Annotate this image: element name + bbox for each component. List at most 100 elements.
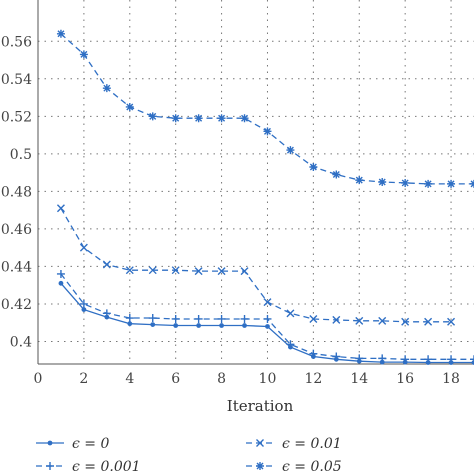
data-point-dot xyxy=(173,323,179,328)
x-tick-label: 18 xyxy=(442,371,460,387)
legend-label: ϵ = 0 xyxy=(72,436,109,452)
data-point-x xyxy=(148,266,157,275)
data-point-plus xyxy=(56,269,65,278)
data-point-dot xyxy=(127,321,133,327)
data-point-plus xyxy=(171,314,180,323)
x-tick-label: 16 xyxy=(396,371,414,387)
data-point-x xyxy=(256,439,264,447)
data-point-x xyxy=(401,317,410,326)
y-tick-label: 0.48 xyxy=(1,184,32,200)
data-point-x xyxy=(424,317,433,326)
legend-label: ϵ = 0.001 xyxy=(72,459,141,474)
y-tick-label: 0.4 xyxy=(10,334,32,350)
legend-item: ϵ = 0 xyxy=(36,436,109,452)
legend-label: ϵ = 0.01 xyxy=(282,436,342,452)
x-tick-label: 10 xyxy=(259,371,277,387)
x-tick-label: 2 xyxy=(79,371,88,387)
data-point-dot xyxy=(196,323,202,328)
data-point-plus xyxy=(286,340,295,349)
x-tick-label: 0 xyxy=(34,371,43,387)
data-point-star xyxy=(194,114,203,123)
data-point-x xyxy=(286,309,295,318)
legend-item: ϵ = 0.01 xyxy=(246,436,342,452)
data-point-star xyxy=(332,170,341,179)
data-point-x xyxy=(240,267,249,276)
data-point-dot xyxy=(242,323,247,328)
data-point-star xyxy=(240,114,249,123)
data-point-x xyxy=(378,316,387,325)
legend-label: ϵ = 0.05 xyxy=(282,459,342,474)
data-point-x xyxy=(194,267,203,276)
x-tick-label: 14 xyxy=(350,371,368,387)
x-tick-label: 4 xyxy=(125,371,134,387)
x-tick-labels: 0 2 4 6 8 10 12 14 16 18 xyxy=(34,371,460,387)
series-1 xyxy=(58,280,474,365)
x-tick-label: 12 xyxy=(304,371,322,387)
data-point-plus xyxy=(355,354,364,363)
data-point-plus xyxy=(240,314,249,323)
axes xyxy=(37,0,474,365)
data-point-star xyxy=(470,179,474,188)
data-point-plus xyxy=(378,354,387,363)
data-point-dot xyxy=(81,307,87,312)
data-point-plus xyxy=(470,355,474,364)
data-point-star xyxy=(171,114,180,123)
data-point-x xyxy=(125,266,134,275)
data-point-plus xyxy=(79,299,88,308)
data-point-x xyxy=(355,316,364,325)
series-4 xyxy=(56,29,474,188)
y-tick-label: 0.42 xyxy=(1,297,32,313)
data-point-star xyxy=(263,127,272,136)
series-group xyxy=(56,29,474,365)
data-point-x xyxy=(102,260,111,269)
y-tick-label: 0.56 xyxy=(1,34,32,50)
data-point-star xyxy=(148,112,157,121)
data-point-x xyxy=(217,267,226,276)
legend-item: ϵ = 0.001 xyxy=(36,459,141,474)
data-point-dot xyxy=(150,322,156,327)
data-point-plus xyxy=(46,462,54,470)
y-tick-label: 0.5 xyxy=(10,147,32,163)
data-point-star xyxy=(355,176,364,185)
data-point-star xyxy=(309,162,318,171)
data-point-star xyxy=(378,178,387,186)
series-line xyxy=(60,207,452,323)
data-point-star xyxy=(217,114,226,123)
data-point-star xyxy=(424,179,433,188)
data-point-star xyxy=(125,102,134,111)
data-point-star xyxy=(286,146,295,155)
data-point-star xyxy=(102,84,111,93)
data-point-x xyxy=(263,298,272,307)
data-point-star xyxy=(401,178,410,187)
x-tick-label: 8 xyxy=(217,371,226,387)
x-tick-label: 6 xyxy=(171,371,180,387)
data-point-x xyxy=(56,204,65,213)
series-line xyxy=(60,33,474,185)
data-point-plus xyxy=(332,352,341,361)
data-point-star xyxy=(447,179,456,188)
data-point-plus xyxy=(424,355,433,364)
grid xyxy=(38,0,474,364)
legend: ϵ = 0 ϵ = 0.001 ϵ = 0.01 ϵ = 0.05 xyxy=(36,436,342,474)
y-tick-label: 0.46 xyxy=(1,222,32,238)
data-point-x xyxy=(447,317,456,326)
data-point-star xyxy=(79,50,88,59)
legend-item: ϵ = 0.05 xyxy=(246,459,342,474)
data-point-plus xyxy=(148,314,157,323)
data-point-plus xyxy=(401,355,410,364)
data-point-plus xyxy=(263,314,272,323)
data-point-dot xyxy=(58,280,64,286)
data-point-dot xyxy=(47,440,53,446)
data-point-star xyxy=(256,462,264,470)
data-point-plus xyxy=(125,314,134,323)
y-tick-labels: 0.4 0.42 0.44 0.46 0.48 0.5 0.52 0.54 0.56 xyxy=(1,34,32,350)
data-point-x xyxy=(309,314,318,323)
x-axis-label: Iteration xyxy=(227,397,294,415)
data-point-dot xyxy=(265,324,270,329)
data-point-plus xyxy=(447,355,456,364)
data-point-x xyxy=(332,315,341,324)
series-3 xyxy=(56,204,456,326)
y-tick-label: 0.52 xyxy=(1,109,32,125)
data-point-star xyxy=(56,29,65,38)
